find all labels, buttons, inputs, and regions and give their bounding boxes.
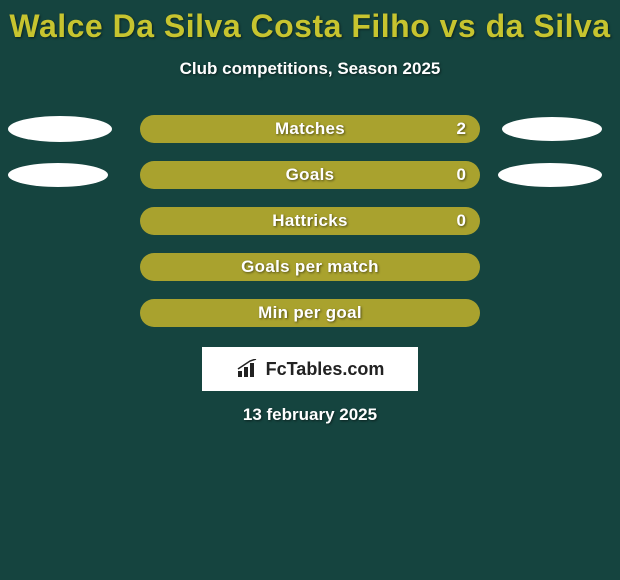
stat-bar: Min per goal [140, 299, 480, 327]
stat-row: Min per goal [0, 299, 620, 327]
brand-text: FcTables.com [266, 359, 385, 380]
stat-label: Min per goal [258, 303, 362, 323]
stat-bar: Hattricks 0 [140, 207, 480, 235]
brand-chart-icon [236, 359, 262, 379]
stat-row: Goals 0 [0, 161, 620, 189]
stat-bar: Goals 0 [140, 161, 480, 189]
marker-right [498, 163, 602, 187]
stat-bar: Goals per match [140, 253, 480, 281]
stat-label: Matches [275, 119, 345, 139]
infographic-container: Walce Da Silva Costa Filho vs da Silva C… [0, 0, 620, 580]
marker-right [502, 117, 602, 141]
brand-badge: FcTables.com [202, 347, 418, 391]
stat-bar: Matches 2 [140, 115, 480, 143]
stat-value: 0 [457, 211, 466, 231]
stat-row: Hattricks 0 [0, 207, 620, 235]
stat-value: 2 [457, 119, 466, 139]
stat-row: Matches 2 [0, 115, 620, 143]
marker-left [8, 116, 112, 142]
subtitle: Club competitions, Season 2025 [0, 59, 620, 79]
stat-row: Goals per match [0, 253, 620, 281]
stat-label: Hattricks [272, 211, 347, 231]
date-text: 13 february 2025 [0, 405, 620, 425]
stat-label: Goals per match [241, 257, 379, 277]
stat-rows: Matches 2 Goals 0 Hattricks 0 Goals per … [0, 115, 620, 327]
marker-left [8, 163, 108, 187]
page-title: Walce Da Silva Costa Filho vs da Silva [0, 0, 620, 45]
stat-value: 0 [457, 165, 466, 185]
stat-label: Goals [286, 165, 335, 185]
